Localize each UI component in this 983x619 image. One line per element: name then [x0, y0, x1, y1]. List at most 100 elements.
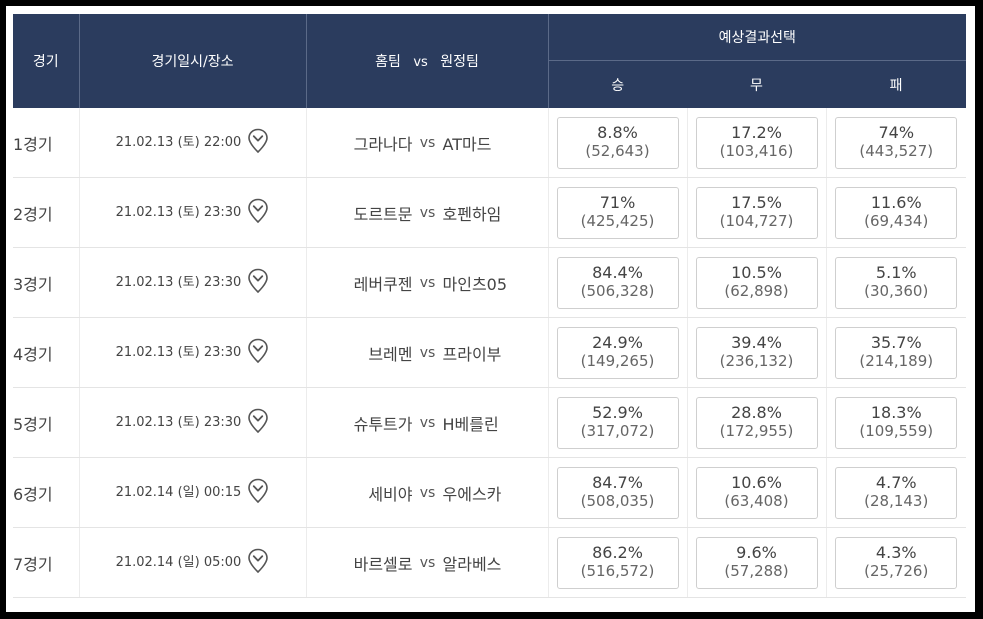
location-pin-icon[interactable]	[247, 338, 269, 364]
game-number: 5경기	[13, 387, 79, 458]
teams-cell: 슈투트가 vs H베를린	[305, 387, 548, 458]
win-cell: 24.9% (149,265)	[547, 317, 687, 388]
lose-cell: 5.1% (30,360)	[825, 247, 967, 318]
teams-cell: 세비야 vs 우에스카	[305, 457, 548, 528]
lose-count: (443,527)	[859, 141, 934, 160]
location-pin-icon[interactable]	[247, 268, 269, 294]
win-option-button[interactable]: 52.9% (317,072)	[556, 396, 679, 449]
table-row: 2경기 21.02.13 (토) 23:30 도르트문 vs 호펜하임 71% …	[13, 177, 967, 248]
location-pin-icon[interactable]	[247, 408, 269, 434]
draw-percent: 10.5%	[731, 262, 782, 282]
away-team: 우에스카	[442, 484, 502, 504]
header-row: 경기 경기일시/장소 홈팀 vs 원정팀 예상결과선택	[13, 14, 967, 108]
lose-option-button[interactable]: 18.3% (109,559)	[835, 396, 958, 449]
table-row: 5경기 21.02.13 (토) 23:30 슈투트가 vs H베를린 52.9…	[13, 387, 967, 458]
header-datetime-venue: 경기일시/장소	[78, 14, 306, 108]
win-option-button[interactable]: 71% (425,425)	[556, 186, 679, 239]
win-count: (516,572)	[580, 561, 655, 580]
prediction-table-panel: 경기 경기일시/장소 홈팀 vs 원정팀 예상결과선택 승 무 패 1경기 21…	[6, 6, 975, 612]
table-row: 6경기 21.02.14 (일) 00:15 세비야 vs 우에스카 84.7%…	[13, 457, 967, 528]
location-pin-icon[interactable]	[247, 478, 269, 504]
win-option-button[interactable]: 24.9% (149,265)	[556, 326, 679, 379]
lose-cell: 4.7% (28,143)	[825, 457, 967, 528]
table-row: 1경기 21.02.13 (토) 22:00 그라나다 vs AT마드 8.8%…	[13, 108, 967, 178]
lose-option-button[interactable]: 35.7% (214,189)	[835, 326, 958, 379]
draw-cell: 17.5% (104,727)	[686, 177, 826, 248]
lose-option-button[interactable]: 5.1% (30,360)	[835, 256, 958, 309]
game-datetime: 21.02.13 (토) 23:30	[115, 345, 242, 361]
teams-cell: 그라나다 vs AT마드	[305, 108, 548, 178]
lose-option-button[interactable]: 74% (443,527)	[835, 116, 958, 169]
header-subrow: 승 무 패	[13, 60, 967, 108]
draw-option-button[interactable]: 39.4% (236,132)	[695, 326, 818, 379]
win-percent: 84.7%	[592, 472, 643, 492]
draw-option-button[interactable]: 17.2% (103,416)	[695, 116, 818, 169]
location-pin-icon[interactable]	[247, 128, 269, 154]
lose-option-button[interactable]: 4.7% (28,143)	[835, 466, 958, 519]
away-team: AT마드	[442, 134, 492, 154]
table-row: 7경기 21.02.14 (일) 05:00 바르셀로 vs 알라베스 86.2…	[13, 527, 967, 598]
home-team: 레버쿠젠	[353, 274, 413, 294]
lose-cell: 18.3% (109,559)	[825, 387, 967, 458]
draw-cell: 17.2% (103,416)	[686, 108, 826, 178]
home-team: 바르셀로	[353, 554, 413, 574]
lose-cell: 74% (443,527)	[825, 108, 967, 178]
game-datetime-cell: 21.02.13 (토) 23:30	[78, 317, 306, 388]
lose-percent: 11.6%	[870, 192, 922, 212]
draw-cell: 9.6% (57,288)	[686, 527, 826, 598]
win-cell: 84.4% (506,328)	[547, 247, 687, 318]
win-cell: 86.2% (516,572)	[547, 527, 687, 598]
home-team: 그라나다	[353, 134, 413, 154]
teams-cell: 도르트문 vs 호펜하임	[305, 177, 548, 248]
away-team: 마인츠05	[442, 274, 508, 294]
draw-cell: 10.5% (62,898)	[686, 247, 826, 318]
away-team: 호펜하임	[442, 204, 502, 224]
draw-option-button[interactable]: 10.5% (62,898)	[695, 256, 818, 309]
win-option-button[interactable]: 86.2% (516,572)	[556, 536, 679, 589]
teams-cell: 브레멘 vs 프라이부	[305, 317, 548, 388]
win-option-button[interactable]: 8.8% (52,643)	[556, 116, 679, 169]
draw-percent: 10.6%	[731, 472, 782, 492]
win-count: (506,328)	[580, 281, 655, 300]
game-datetime-cell: 21.02.13 (토) 23:30	[78, 177, 306, 248]
header-home-team: 홈팀	[375, 54, 401, 70]
header-draw: 무	[687, 60, 826, 108]
lose-option-button[interactable]: 4.3% (25,726)	[835, 536, 958, 589]
home-team: 세비야	[368, 484, 413, 504]
location-pin-icon[interactable]	[247, 198, 269, 224]
header-win: 승	[547, 60, 687, 108]
game-datetime-cell: 21.02.13 (토) 22:00	[78, 108, 306, 178]
game-datetime: 21.02.13 (토) 23:30	[115, 275, 242, 291]
lose-count: (109,559)	[859, 421, 934, 440]
vs-label: vs	[419, 554, 436, 571]
win-option-button[interactable]: 84.7% (508,035)	[556, 466, 679, 519]
draw-option-button[interactable]: 10.6% (63,408)	[695, 466, 818, 519]
away-team: 프라이부	[442, 344, 502, 364]
game-number: 1경기	[13, 108, 79, 178]
win-count: (52,643)	[585, 141, 650, 160]
draw-count: (57,288)	[724, 561, 789, 580]
draw-cell: 39.4% (236,132)	[686, 317, 826, 388]
lose-count: (30,360)	[864, 281, 929, 300]
draw-option-button[interactable]: 28.8% (172,955)	[695, 396, 818, 449]
win-cell: 71% (425,425)	[547, 177, 687, 248]
draw-option-button[interactable]: 17.5% (104,727)	[695, 186, 818, 239]
lose-option-button[interactable]: 11.6% (69,434)	[835, 186, 958, 239]
win-percent: 86.2%	[592, 542, 643, 562]
lose-count: (214,189)	[859, 351, 934, 370]
draw-option-button[interactable]: 9.6% (57,288)	[695, 536, 818, 589]
vs-label: vs	[419, 344, 436, 361]
location-pin-icon[interactable]	[247, 548, 269, 574]
vs-label: vs	[419, 134, 436, 151]
win-cell: 8.8% (52,643)	[547, 108, 687, 178]
draw-cell: 10.6% (63,408)	[686, 457, 826, 528]
game-datetime: 21.02.14 (일) 05:00	[115, 555, 242, 571]
vs-label: vs	[419, 484, 436, 501]
win-percent: 8.8%	[597, 122, 638, 142]
lose-cell: 35.7% (214,189)	[825, 317, 967, 388]
table-body: 1경기 21.02.13 (토) 22:00 그라나다 vs AT마드 8.8%…	[13, 108, 967, 598]
win-option-button[interactable]: 84.4% (506,328)	[556, 256, 679, 309]
win-percent: 52.9%	[592, 402, 643, 422]
lose-count: (69,434)	[864, 211, 929, 230]
lose-percent: 4.3%	[875, 542, 917, 562]
